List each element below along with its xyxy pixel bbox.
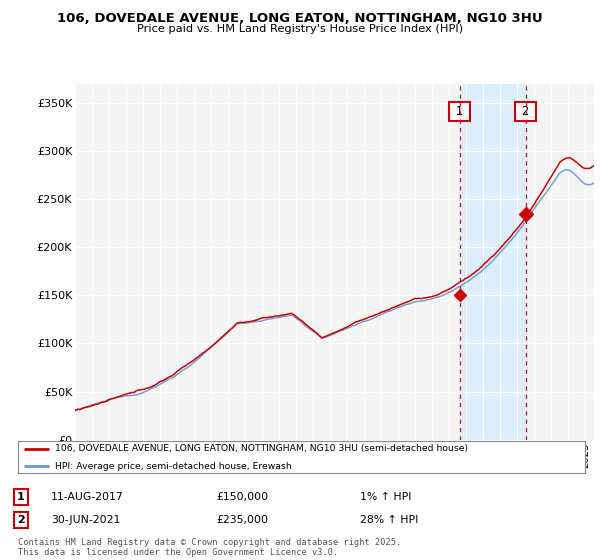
Text: 1: 1 <box>452 105 467 118</box>
Text: 106, DOVEDALE AVENUE, LONG EATON, NOTTINGHAM, NG10 3HU: 106, DOVEDALE AVENUE, LONG EATON, NOTTIN… <box>57 12 543 25</box>
Text: £235,000: £235,000 <box>216 515 268 525</box>
Text: £150,000: £150,000 <box>216 492 268 502</box>
Text: 30-JUN-2021: 30-JUN-2021 <box>51 515 121 525</box>
Text: 1: 1 <box>17 492 25 502</box>
Text: 2: 2 <box>518 105 533 118</box>
Text: 106, DOVEDALE AVENUE, LONG EATON, NOTTINGHAM, NG10 3HU (semi-detached house): 106, DOVEDALE AVENUE, LONG EATON, NOTTIN… <box>55 444 468 454</box>
Text: Price paid vs. HM Land Registry's House Price Index (HPI): Price paid vs. HM Land Registry's House … <box>137 24 463 34</box>
Text: 1% ↑ HPI: 1% ↑ HPI <box>360 492 412 502</box>
Text: HPI: Average price, semi-detached house, Erewash: HPI: Average price, semi-detached house,… <box>55 461 292 470</box>
Text: 2: 2 <box>17 515 25 525</box>
Bar <box>460 84 526 440</box>
Text: Contains HM Land Registry data © Crown copyright and database right 2025.
This d: Contains HM Land Registry data © Crown c… <box>18 538 401 557</box>
Text: 11-AUG-2017: 11-AUG-2017 <box>51 492 124 502</box>
Text: 28% ↑ HPI: 28% ↑ HPI <box>360 515 418 525</box>
